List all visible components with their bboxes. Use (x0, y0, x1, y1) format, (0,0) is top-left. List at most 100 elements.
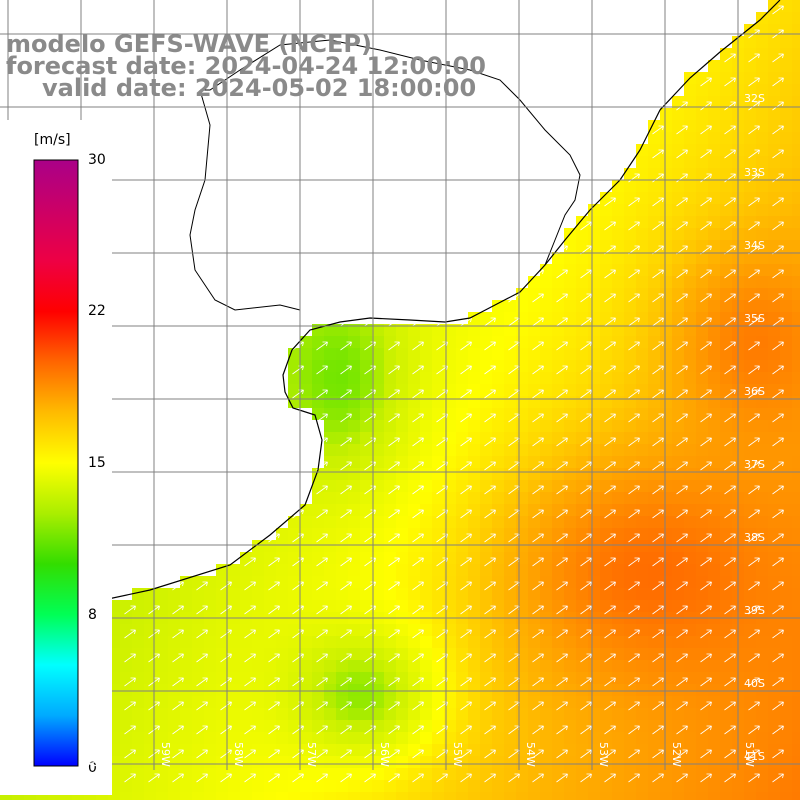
wind-cell (624, 708, 636, 720)
wind-cell (708, 492, 720, 504)
wind-cell (756, 684, 768, 696)
wind-cell (528, 336, 540, 348)
wind-cell (672, 564, 684, 576)
wind-cell (588, 228, 600, 240)
lat-label: 32S (744, 92, 765, 105)
wind-cell (540, 756, 552, 768)
wind-cell (564, 396, 576, 408)
wind-cell (132, 780, 144, 792)
wind-cell (276, 588, 288, 600)
wind-cell (564, 780, 576, 792)
wind-cell (672, 648, 684, 660)
wind-cell (576, 300, 588, 312)
wind-cell (684, 516, 696, 528)
wind-cell (756, 252, 768, 264)
wind-cell (720, 504, 732, 516)
wind-cell (720, 732, 732, 744)
wind-cell (384, 456, 396, 468)
wind-cell (684, 792, 696, 800)
wind-arrow (340, 677, 352, 687)
wind-cell (432, 696, 444, 708)
wind-arrow (772, 773, 784, 783)
wind-cell (792, 108, 800, 120)
wind-cell (672, 492, 684, 504)
wind-cell (444, 540, 456, 552)
wind-arrow (700, 293, 712, 303)
wind-cell (648, 204, 660, 216)
wind-cell (312, 768, 324, 780)
lon-label: 57W (305, 742, 318, 767)
wind-arrow (748, 101, 760, 111)
wind-cell (768, 480, 780, 492)
wind-cell (732, 780, 744, 792)
wind-cell (744, 456, 756, 468)
wind-arrow (676, 149, 688, 159)
wind-cell (396, 636, 408, 648)
wind-cell (648, 588, 660, 600)
wind-cell (744, 108, 756, 120)
wind-cell (720, 300, 732, 312)
wind-arrow (652, 341, 664, 351)
wind-cell (600, 480, 612, 492)
wind-cell (504, 588, 516, 600)
wind-arrow (412, 749, 424, 759)
wind-cell (432, 756, 444, 768)
wind-cell (720, 696, 732, 708)
wind-cell (576, 696, 588, 708)
wind-cell (384, 624, 396, 636)
wind-cell (720, 72, 732, 84)
wind-cell (672, 396, 684, 408)
wind-cell (720, 132, 732, 144)
wind-cell (768, 108, 780, 120)
wind-cell (672, 312, 684, 324)
wind-arrow (460, 701, 472, 711)
wind-cell (348, 420, 360, 432)
wind-arrow (532, 437, 544, 447)
wind-arrow (388, 653, 400, 663)
wind-arrow (628, 461, 640, 471)
wind-cell (384, 516, 396, 528)
wind-cell (600, 720, 612, 732)
wind-cell (324, 684, 336, 696)
wind-cell (192, 768, 204, 780)
wind-cell (612, 588, 624, 600)
wind-arrow (652, 437, 664, 447)
wind-cell (636, 372, 648, 384)
wind-cell (636, 756, 648, 768)
wind-cell (672, 324, 684, 336)
wind-cell (636, 204, 648, 216)
wind-arrow (388, 629, 400, 639)
wind-cell (768, 792, 780, 800)
wind-cell (480, 516, 492, 528)
wind-cell (168, 648, 180, 660)
wind-cell (468, 348, 480, 360)
wind-cell (600, 708, 612, 720)
wind-cell (144, 696, 156, 708)
wind-cell (780, 540, 792, 552)
wind-cell (792, 432, 800, 444)
wind-arrow (340, 533, 352, 543)
wind-cell (660, 756, 672, 768)
wind-cell (408, 396, 420, 408)
wind-cell (792, 288, 800, 300)
wind-cell (720, 756, 732, 768)
wind-arrow (748, 53, 760, 63)
wind-cell (564, 588, 576, 600)
wind-cell (480, 660, 492, 672)
wind-arrow (628, 197, 640, 207)
wind-cell (396, 324, 408, 336)
wind-arrow (556, 773, 568, 783)
wind-cell (564, 732, 576, 744)
wind-cell (552, 792, 564, 800)
wind-cell (600, 336, 612, 348)
wind-cell (720, 624, 732, 636)
wind-cell (300, 780, 312, 792)
wind-cell (264, 696, 276, 708)
wind-cell (192, 720, 204, 732)
wind-cell (576, 372, 588, 384)
wind-arrow (484, 389, 496, 399)
wind-arrow (316, 701, 328, 711)
wind-cell (720, 180, 732, 192)
wind-arrow (268, 725, 280, 735)
